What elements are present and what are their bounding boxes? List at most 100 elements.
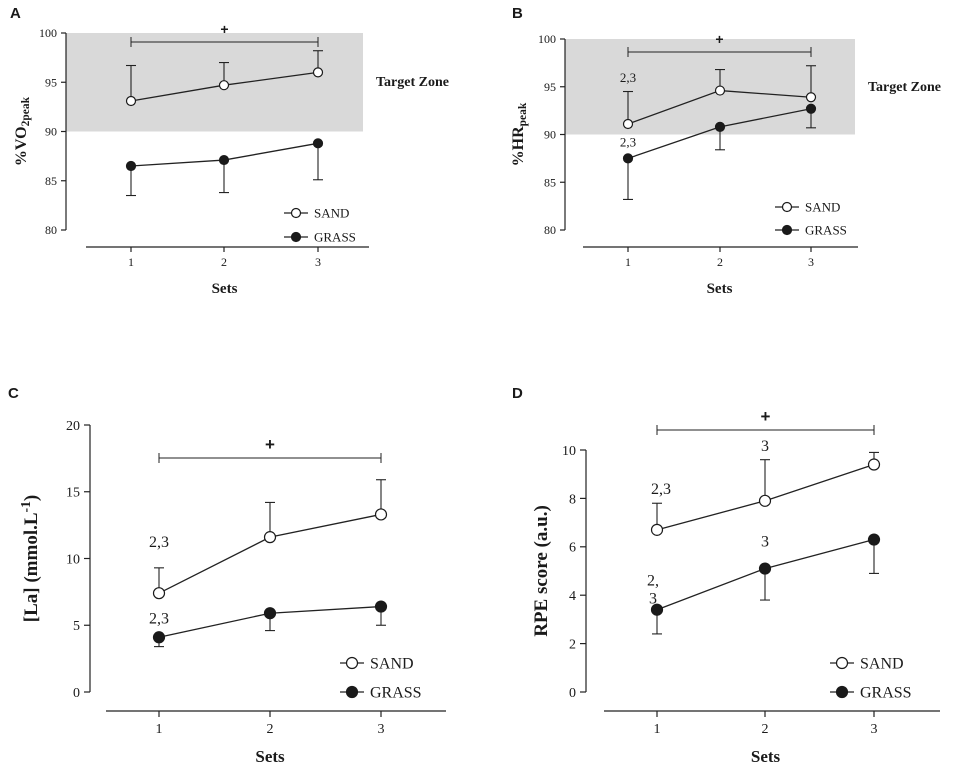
data-point-sand bbox=[622, 118, 634, 130]
point-annotation: 2,3 bbox=[651, 481, 671, 498]
y-tick-label: 90 bbox=[544, 128, 556, 142]
y-tick-label: 10 bbox=[562, 444, 576, 459]
y-tick-label: 6 bbox=[569, 541, 576, 556]
point-annotation: 3 bbox=[649, 591, 657, 608]
data-point-sand bbox=[218, 80, 230, 91]
target-zone-label: Target Zone bbox=[376, 75, 449, 90]
legend-marker bbox=[781, 224, 793, 236]
panel-letter: C bbox=[8, 385, 19, 402]
y-tick-label: 2 bbox=[569, 638, 576, 653]
legend-label: GRASS bbox=[805, 223, 847, 238]
data-point-sand bbox=[152, 587, 166, 600]
legend-marker bbox=[345, 685, 359, 699]
data-point-sand bbox=[263, 531, 277, 544]
panel-a: A Target Zone 80 85 90 95 100 1 2 3 Sets %VO2peak + S… bbox=[10, 5, 449, 297]
data-point-grass bbox=[867, 533, 881, 546]
significance-symbol: + bbox=[265, 435, 275, 454]
legend-label: GRASS bbox=[370, 685, 422, 702]
x-axis-label: Sets bbox=[212, 281, 238, 297]
point-annotation: 3 bbox=[761, 438, 769, 455]
y-tick-label: 95 bbox=[45, 75, 57, 89]
y-tick-label: 100 bbox=[39, 26, 57, 40]
x-tick-label: 2 bbox=[267, 722, 274, 737]
y-tick-label: 95 bbox=[544, 80, 556, 94]
point-annotation: 3 bbox=[761, 534, 769, 551]
legend-marker bbox=[835, 656, 849, 670]
y-tick-label: 4 bbox=[569, 589, 576, 604]
legend-label: SAND bbox=[314, 206, 349, 221]
x-tick-label: 2 bbox=[717, 255, 723, 269]
data-point-sand bbox=[714, 85, 726, 96]
data-point-sand bbox=[312, 67, 324, 78]
y-tick-label: 0 bbox=[73, 686, 80, 701]
data-point-sand bbox=[758, 494, 772, 507]
y-axis-label: RPE score (a.u.) bbox=[531, 505, 552, 637]
x-tick-label: 1 bbox=[625, 255, 631, 269]
legend-marker bbox=[290, 207, 302, 219]
y-axis-label: [La] (mmol.L-1) bbox=[18, 495, 42, 622]
panel-c: C 0 5 10 15 20 1 2 3 Sets [La] (mmol.L-1) +2,3 2,3 SA… bbox=[8, 385, 446, 766]
point-annotation: 2,3 bbox=[620, 134, 636, 149]
data-point-grass bbox=[622, 153, 634, 164]
y-tick-label: 85 bbox=[45, 174, 57, 188]
legend-label: SAND bbox=[805, 200, 840, 215]
significance-symbol: + bbox=[715, 31, 723, 47]
data-point-grass bbox=[152, 631, 166, 644]
data-point-grass bbox=[263, 607, 277, 620]
data-point-grass bbox=[714, 121, 726, 132]
x-tick-label: 3 bbox=[315, 255, 321, 269]
y-tick-label: 100 bbox=[538, 32, 556, 46]
data-point-grass bbox=[374, 600, 388, 613]
y-axis-label: %HRpeak bbox=[510, 102, 529, 166]
target-zone bbox=[565, 39, 855, 135]
point-annotation: 2,3 bbox=[620, 70, 636, 85]
legend-label: GRASS bbox=[860, 685, 912, 702]
point-annotation: 2,3 bbox=[149, 610, 169, 627]
y-axis-label: %VO2peak bbox=[13, 96, 32, 166]
x-tick-label: 3 bbox=[871, 722, 878, 737]
x-tick-label: 2 bbox=[221, 255, 227, 269]
y-tick-label: 80 bbox=[45, 223, 57, 237]
legend-marker bbox=[290, 231, 302, 243]
data-point-grass bbox=[805, 103, 817, 114]
y-tick-label: 80 bbox=[544, 223, 556, 237]
y-tick-label: 10 bbox=[66, 552, 80, 567]
x-tick-label: 1 bbox=[654, 722, 661, 737]
data-point-sand bbox=[125, 95, 137, 107]
significance-symbol: + bbox=[761, 407, 771, 426]
panel-b: B Target Zone 80 85 90 95 100 1 2 3 Sets %HRpeak +2,… bbox=[510, 5, 941, 297]
data-point-sand bbox=[805, 92, 817, 103]
legend-label: GRASS bbox=[314, 230, 356, 245]
data-point-grass bbox=[218, 154, 230, 166]
legend-marker bbox=[345, 656, 359, 670]
y-tick-label: 0 bbox=[569, 686, 576, 701]
x-tick-label: 3 bbox=[378, 722, 385, 737]
legend-label: SAND bbox=[370, 656, 414, 673]
y-tick-label: 15 bbox=[66, 486, 80, 501]
y-tick-label: 85 bbox=[544, 175, 556, 189]
panel-letter: B bbox=[512, 5, 523, 22]
target-zone bbox=[66, 33, 363, 132]
x-tick-label: 1 bbox=[156, 722, 163, 737]
y-tick-label: 20 bbox=[66, 419, 80, 434]
data-point-sand bbox=[650, 523, 664, 536]
y-tick-label: 8 bbox=[569, 492, 576, 507]
data-point-grass bbox=[312, 138, 324, 149]
significance-symbol: + bbox=[220, 21, 228, 37]
x-axis-label: Sets bbox=[255, 747, 285, 766]
point-annotation: 2,3 bbox=[149, 534, 169, 551]
x-tick-label: 3 bbox=[808, 255, 814, 269]
legend-marker bbox=[781, 201, 793, 213]
data-point-grass bbox=[125, 160, 137, 172]
x-tick-label: 1 bbox=[128, 255, 134, 269]
point-annotation: 2, bbox=[647, 573, 659, 590]
panel-letter: D bbox=[512, 385, 523, 402]
x-tick-label: 2 bbox=[762, 722, 769, 737]
y-tick-label: 5 bbox=[73, 619, 80, 634]
data-point-grass bbox=[650, 603, 664, 616]
data-point-grass bbox=[758, 562, 772, 575]
target-zone-label: Target Zone bbox=[868, 80, 941, 95]
y-tick-label: 90 bbox=[45, 125, 57, 139]
